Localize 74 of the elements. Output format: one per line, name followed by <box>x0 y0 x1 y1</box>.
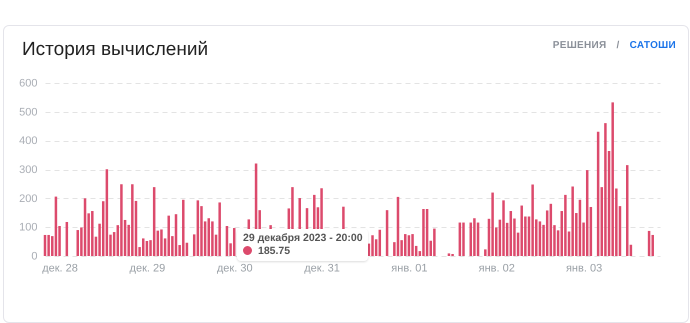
text: / <box>616 40 620 51</box>
bar <box>651 234 654 256</box>
bar <box>152 187 156 256</box>
bar <box>196 200 200 256</box>
bar <box>491 192 494 256</box>
bar <box>76 230 79 256</box>
x-tick-label: янв. 03 <box>566 262 602 274</box>
bar <box>531 184 534 256</box>
bar <box>226 226 228 256</box>
bar <box>462 222 465 256</box>
bar <box>473 218 476 256</box>
x-tick-label: дек. 30 <box>216 262 253 274</box>
bar <box>586 170 588 256</box>
y-tick-label: 600 <box>19 78 38 90</box>
bar <box>648 230 650 256</box>
bar <box>396 196 400 256</box>
bar <box>611 102 614 256</box>
bar <box>44 234 46 256</box>
bar <box>84 198 86 256</box>
y-tick-label: 300 <box>19 164 38 176</box>
bar <box>232 228 236 256</box>
bar <box>54 196 58 256</box>
bar <box>371 235 374 256</box>
bar <box>448 253 450 256</box>
y-tick-label: 100 <box>19 222 38 234</box>
bar <box>66 222 68 256</box>
bar <box>211 221 214 256</box>
x-tick-label: дек. 29 <box>130 262 166 274</box>
bar <box>146 241 148 256</box>
text: РЕШЕНИЯ <box>552 40 607 51</box>
bar <box>422 209 425 256</box>
bar <box>47 234 50 256</box>
y-tick-label: 500 <box>19 106 38 118</box>
bar <box>167 216 170 256</box>
y-tick-label: 0 <box>31 250 38 262</box>
bar <box>404 234 407 256</box>
x-tick-label: дек. 28 <box>42 262 78 274</box>
annotation: 185.75 <box>257 245 292 258</box>
y-tick-label: 200 <box>19 192 38 205</box>
bar <box>604 123 607 256</box>
bar <box>208 218 210 256</box>
bar <box>578 200 582 256</box>
bar <box>131 184 134 256</box>
bar <box>538 221 542 256</box>
annotation: 29 декабря 2023 - 20:00 <box>243 232 363 245</box>
bar <box>426 209 428 256</box>
x-tick-label: янв. 02 <box>478 262 515 274</box>
bar <box>564 194 567 256</box>
bar <box>510 211 512 256</box>
bar <box>91 211 94 256</box>
chart-title: История вычислений <box>22 39 208 61</box>
bar <box>520 206 523 256</box>
bar <box>550 204 552 256</box>
bar <box>218 202 221 256</box>
bar <box>378 230 382 256</box>
bar <box>106 169 108 256</box>
bar <box>458 222 462 256</box>
x-tick-label: дек. 31 <box>304 262 340 274</box>
bar <box>120 184 123 256</box>
bar <box>408 235 410 256</box>
bar <box>626 165 628 256</box>
bar <box>174 214 178 256</box>
x-tick-label: янв. 01 <box>391 262 428 274</box>
bar <box>502 200 505 256</box>
bar <box>160 229 163 256</box>
bar <box>571 186 574 256</box>
bar <box>386 210 388 256</box>
bar <box>182 200 185 256</box>
bar <box>596 132 600 256</box>
text: САТОШИ <box>630 40 676 51</box>
bar <box>142 238 145 256</box>
bar <box>433 228 436 256</box>
y-tick-label: 400 <box>19 135 38 148</box>
bar <box>411 234 414 256</box>
